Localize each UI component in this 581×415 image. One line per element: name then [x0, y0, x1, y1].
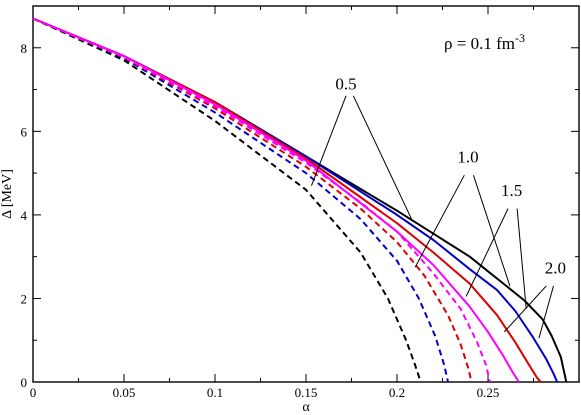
y-tick-label: 8 — [21, 41, 28, 56]
series-line-0-5-dashed — [32, 17, 422, 383]
series-line-1-0-dashed — [32, 17, 449, 383]
series-line-1-5-dashed — [32, 17, 473, 383]
plot-frame — [32, 5, 580, 383]
label-pointer-line — [504, 285, 547, 333]
x-tick-label: 0.15 — [295, 385, 318, 400]
series-line-2-0-dashed — [32, 17, 491, 383]
label-pointer-line — [538, 285, 555, 339]
y-tick-label: 2 — [21, 291, 28, 306]
series-line-2-0-solid — [32, 17, 520, 383]
x-tick-label: 0.2 — [389, 385, 405, 400]
label-pointer-line — [516, 208, 527, 309]
y-tick-label: 0 — [21, 375, 28, 390]
density-annotation: ρ = 0.1 fm-3 — [444, 31, 525, 53]
label-pointers — [310, 95, 555, 339]
label-pointer-line — [414, 174, 465, 268]
series-label-1-0: 1.0 — [457, 148, 478, 167]
series-label-0-5: 0.5 — [335, 75, 356, 94]
axis-ticks: 0 0.05 0.1 0.15 0.2 0.25 0 2 4 6 8 — [21, 6, 579, 400]
density-annotation-exponent: -3 — [515, 31, 525, 45]
x-tick-label: 0 — [30, 385, 37, 400]
label-pointer-line — [352, 95, 413, 220]
x-axis-label: α — [302, 400, 310, 415]
label-pointer-line — [465, 208, 509, 297]
density-annotation-main: ρ = 0.1 fm — [444, 34, 515, 53]
x-tick-label: 0.25 — [477, 385, 500, 400]
x-tick-label: 0.1 — [207, 385, 223, 400]
label-pointer-line — [310, 95, 347, 186]
y-tick-label: 4 — [21, 208, 28, 223]
x-tick-label: 0.05 — [113, 385, 136, 400]
series-line-0-5-solid — [32, 17, 568, 383]
series-line-1-5-solid — [32, 17, 542, 383]
series-labels: 0.5 1.0 1.5 2.0 — [335, 75, 566, 278]
series-line-1-0-solid — [32, 17, 559, 383]
y-tick-label: 6 — [21, 124, 28, 139]
label-pointer-line — [472, 175, 511, 287]
series-label-2-0: 2.0 — [545, 258, 566, 277]
y-axis-label: Δ [MeV] — [0, 169, 15, 219]
data-series — [32, 17, 568, 383]
series-label-1-5: 1.5 — [501, 181, 522, 200]
